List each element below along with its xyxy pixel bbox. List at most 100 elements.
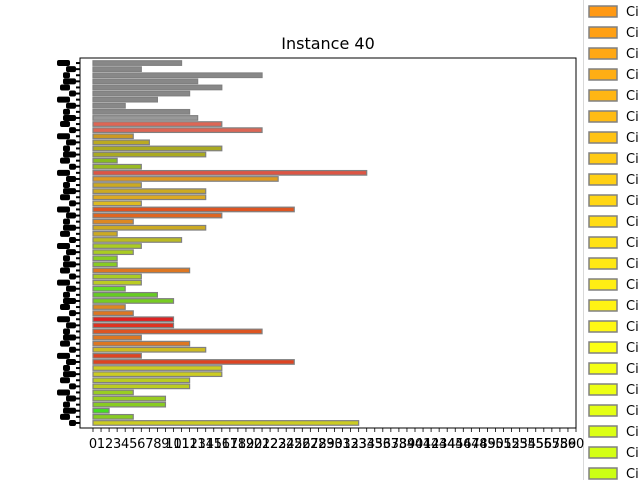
bar-22 xyxy=(92,285,126,292)
y-tick-label-43 xyxy=(60,157,70,164)
y-tick-label-10 xyxy=(66,358,76,365)
bar-4 xyxy=(92,395,167,402)
legend-swatch-18 xyxy=(588,383,618,396)
x-tick-label-57: 57 xyxy=(544,437,561,452)
legend: Ci Ci Ci Ci Ci Ci Ci Ci Ci Ci Ci Ci Ci Ci Ci Ci Ci Ci Ci Ci… xyxy=(588,5,639,480)
x-tick-label-4: 4 xyxy=(121,437,129,452)
y-tick-label-41 xyxy=(57,169,70,176)
bar-58 xyxy=(92,66,142,73)
x-tick-label-35: 35 xyxy=(366,437,383,452)
bar-16 xyxy=(92,322,175,329)
legend-swatch-4 xyxy=(588,89,618,102)
legend-label-5: Ci xyxy=(626,110,639,125)
bar-56 xyxy=(92,78,199,85)
legend-swatch-17 xyxy=(588,362,618,375)
bar-50 xyxy=(92,115,199,121)
legend-label-19: Ci xyxy=(626,404,639,419)
legend-swatch-1 xyxy=(588,26,618,39)
x-tick-label-24: 24 xyxy=(278,437,295,452)
y-tick-label-58 xyxy=(66,66,76,73)
x-tick-label-29: 29 xyxy=(318,437,335,452)
y-tick-label-49 xyxy=(60,121,70,128)
y-tick-group xyxy=(57,60,80,426)
y-tick-label-50 xyxy=(63,114,76,121)
bar-14 xyxy=(92,334,142,341)
x-tick-label-46: 46 xyxy=(455,437,472,452)
legend-label-20: Ci xyxy=(626,425,639,440)
bar-42 xyxy=(92,163,142,170)
x-tick-label-33: 33 xyxy=(350,437,367,452)
x-tick-label-10: 10 xyxy=(165,437,182,452)
bar-8 xyxy=(92,371,223,378)
bar-59 xyxy=(92,60,183,66)
legend-label-13: Ci xyxy=(626,278,639,293)
x-tick-label-49: 49 xyxy=(479,437,496,452)
legend-swatch-7 xyxy=(588,152,618,165)
x-tick-label-47: 47 xyxy=(463,437,480,452)
y-tick-label-54 xyxy=(69,90,76,97)
y-tick-label-17 xyxy=(57,316,70,323)
bar-36 xyxy=(92,200,142,207)
legend-swatch-8 xyxy=(588,173,618,186)
legend-label-14: Ci xyxy=(626,299,639,314)
y-tick-label-3 xyxy=(63,401,70,408)
y-tick-label-53 xyxy=(57,96,70,103)
y-tick-label-13 xyxy=(60,340,70,347)
y-tick-label-29 xyxy=(57,243,70,250)
bar-55 xyxy=(92,84,223,91)
x-tick-label-50: 50 xyxy=(487,437,504,452)
x-tick-label-34: 34 xyxy=(358,437,375,452)
bar-29 xyxy=(92,243,142,249)
y-tick-label-47 xyxy=(57,133,70,140)
x-tick-label-11: 11 xyxy=(173,437,190,452)
y-tick-label-27 xyxy=(63,255,70,262)
x-tick-label-14: 14 xyxy=(197,437,214,452)
x-tick-label-59: 59 xyxy=(560,437,577,452)
bar-21 xyxy=(92,291,159,298)
x-tick-label-52: 52 xyxy=(503,437,520,452)
bar-7 xyxy=(92,377,191,384)
y-tick-label-46 xyxy=(66,139,76,146)
legend-swatch-22 xyxy=(588,467,618,480)
bar-51 xyxy=(92,108,191,115)
y-tick-label-24 xyxy=(69,273,76,280)
legend-label-6: Ci xyxy=(626,131,639,146)
legend-swatch-12 xyxy=(588,257,618,270)
y-tick-label-18 xyxy=(69,310,76,317)
y-tick-label-38 xyxy=(63,188,76,195)
y-tick-label-12 xyxy=(69,346,76,353)
bar-26 xyxy=(92,261,118,268)
y-tick-label-4 xyxy=(66,395,76,402)
bar-0 xyxy=(92,420,360,426)
bar-10 xyxy=(92,359,295,365)
bar-44 xyxy=(92,151,207,158)
x-tick-label-32: 32 xyxy=(342,437,359,452)
y-tick-label-9 xyxy=(63,365,70,372)
plot-frame xyxy=(79,57,577,429)
bar-52 xyxy=(92,102,126,109)
bar-48 xyxy=(92,127,263,134)
x-tick-label-9: 9 xyxy=(161,437,169,452)
legend-label-15: Ci xyxy=(626,320,639,335)
x-tick-label-37: 37 xyxy=(383,437,400,452)
legend-label-17: Ci xyxy=(626,362,639,377)
bar-40 xyxy=(92,176,279,182)
x-tick-label-12: 12 xyxy=(181,437,198,452)
bar-33 xyxy=(92,218,134,225)
bar-3 xyxy=(92,401,167,408)
y-tick-label-30 xyxy=(69,236,76,243)
bar-5 xyxy=(92,389,134,396)
x-tick-label-41: 41 xyxy=(415,437,432,452)
y-tick-label-16 xyxy=(66,322,76,329)
legend-swatch-11 xyxy=(588,236,618,249)
x-tick-label-7: 7 xyxy=(145,437,153,452)
y-tick-label-8 xyxy=(63,371,76,378)
bar-11 xyxy=(92,352,142,359)
x-tick-label-2: 2 xyxy=(105,437,113,452)
legend-label-16: Ci xyxy=(626,341,639,356)
bar-24 xyxy=(92,273,142,280)
y-tick-label-55 xyxy=(60,84,70,91)
x-tick-label-19: 19 xyxy=(238,437,255,452)
y-tick-label-5 xyxy=(57,389,70,396)
y-tick-label-23 xyxy=(57,279,70,286)
